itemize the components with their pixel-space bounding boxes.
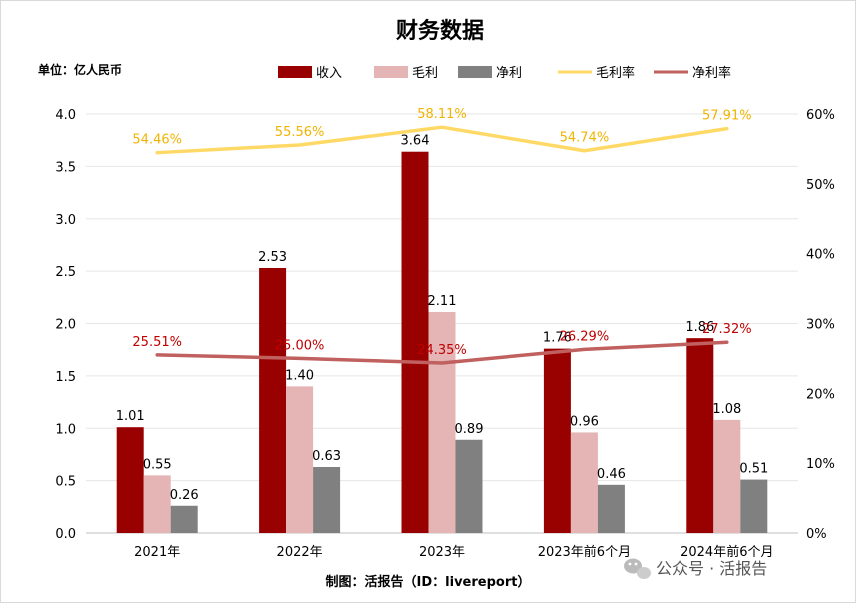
- bar-毛利: [570, 432, 598, 533]
- bar-净利: [455, 439, 483, 533]
- line-series: 54.46% 55.56% 58.11% 54.74% 57.91% 25.51% 25.0…: [132, 107, 752, 365]
- legend-swatch-毛利: [374, 66, 408, 78]
- x-tick-label: 2024年前6个月: [680, 544, 773, 560]
- wechat-icon: [624, 558, 651, 579]
- y-right-tick-label: 10%: [806, 457, 835, 472]
- bar-净利: [740, 479, 768, 533]
- bar-毛利: [286, 386, 314, 533]
- bar-净利: [597, 484, 625, 533]
- bar-收入: [401, 151, 429, 533]
- bar-series: 1.01 2.53 3.64 1.76 1.86 0.55 1.40 2.11 0.96 1.08…: [116, 134, 768, 533]
- bar-data-label: 0.26: [170, 488, 199, 503]
- gridlines: [86, 113, 798, 534]
- bar-data-label: 1.86: [685, 320, 714, 335]
- bar-data-label: 0.96: [570, 414, 599, 429]
- legend-label: 毛利: [412, 66, 438, 81]
- bar-净利: [313, 467, 341, 533]
- y-left-tick-label: 0.5: [55, 475, 76, 490]
- watermark: 公众号 · 活报告: [624, 558, 767, 579]
- bar-data-label: 1.76: [543, 331, 572, 346]
- y-axis-left: 0.0 0.5 1.0 1.5 2.0 2.5 3.0 3.5 4.0: [55, 108, 76, 542]
- bar-data-label: 1.40: [285, 368, 314, 383]
- bar-收入: [543, 348, 571, 533]
- x-tick-label: 2023年: [419, 545, 465, 560]
- y-right-tick-label: 0%: [806, 527, 827, 542]
- line-data-label: 54.46%: [132, 133, 182, 148]
- bar-data-label: 1.01: [116, 409, 145, 424]
- bar-毛利: [428, 311, 456, 533]
- line-data-label: 25.51%: [132, 335, 182, 350]
- watermark-text: 公众号 · 活报告: [656, 559, 767, 578]
- bar-收入: [259, 267, 287, 533]
- legend-swatch-收入: [278, 66, 312, 78]
- legend-label: 净利: [496, 66, 522, 81]
- y-right-tick-label: 60%: [806, 108, 835, 123]
- legend-label: 净利率: [692, 65, 731, 81]
- bar-data-label: 0.51: [739, 462, 768, 477]
- bar-data-label: 2.11: [428, 294, 457, 309]
- unit-label: 单位：亿人民币: [38, 62, 122, 77]
- legend-swatch-净利: [458, 66, 492, 78]
- y-right-tick-label: 30%: [806, 318, 835, 333]
- line-data-label: 57.91%: [702, 109, 752, 124]
- bar-收入: [686, 338, 714, 533]
- bar-data-label: 1.08: [712, 402, 741, 417]
- bar-data-label: 2.53: [258, 250, 287, 265]
- y-left-tick-label: 2.5: [55, 265, 76, 280]
- line-data-label: 55.56%: [275, 125, 325, 140]
- x-tick-label: 2022年: [277, 545, 323, 560]
- y-axis-right: 0% 10% 20% 30% 40% 50% 60%: [806, 108, 835, 542]
- y-left-tick-label: 2.0: [55, 318, 76, 333]
- line-data-label: 54.74%: [560, 131, 610, 146]
- y-right-tick-label: 20%: [806, 387, 835, 402]
- line-data-label: 25.00%: [275, 338, 325, 353]
- bar-data-label: 3.64: [401, 134, 430, 149]
- bar-毛利: [143, 475, 171, 533]
- y-left-tick-label: 3.5: [55, 160, 76, 175]
- bar-data-label: 0.46: [597, 467, 626, 482]
- y-left-tick-label: 0.0: [55, 527, 76, 542]
- x-tick-label: 2023年前6个月: [538, 544, 631, 560]
- line-data-label: 58.11%: [417, 107, 467, 122]
- x-axis: 2021年 2022年 2023年 2023年前6个月 2024年前6个月: [134, 544, 773, 560]
- bar-毛利: [713, 419, 741, 533]
- y-left-tick-label: 3.0: [55, 213, 76, 228]
- bar-data-label: 0.55: [143, 457, 172, 472]
- line-data-label: 26.29%: [560, 329, 610, 344]
- legend-label: 毛利率: [596, 65, 635, 81]
- line-data-label: 27.32%: [702, 322, 752, 337]
- y-left-tick-label: 1.0: [55, 422, 76, 437]
- line-data-label: 24.35%: [417, 343, 467, 358]
- y-left-tick-label: 1.5: [55, 370, 76, 385]
- y-right-tick-label: 40%: [806, 248, 835, 263]
- bar-data-label: 0.63: [312, 449, 341, 464]
- x-tick-label: 2021年: [134, 545, 180, 560]
- y-left-tick-label: 4.0: [55, 108, 76, 123]
- bar-data-label: 0.89: [455, 422, 484, 437]
- legend-label: 收入: [316, 66, 342, 81]
- bar-收入: [116, 427, 144, 533]
- chart-title: 财务数据: [396, 18, 484, 44]
- chart-caption: 制图：活报告（ID：livereport）: [326, 574, 531, 590]
- bar-净利: [170, 505, 198, 533]
- y-right-tick-label: 50%: [806, 178, 835, 193]
- legend: 收入 毛利 净利 毛利率 净利率: [278, 65, 731, 81]
